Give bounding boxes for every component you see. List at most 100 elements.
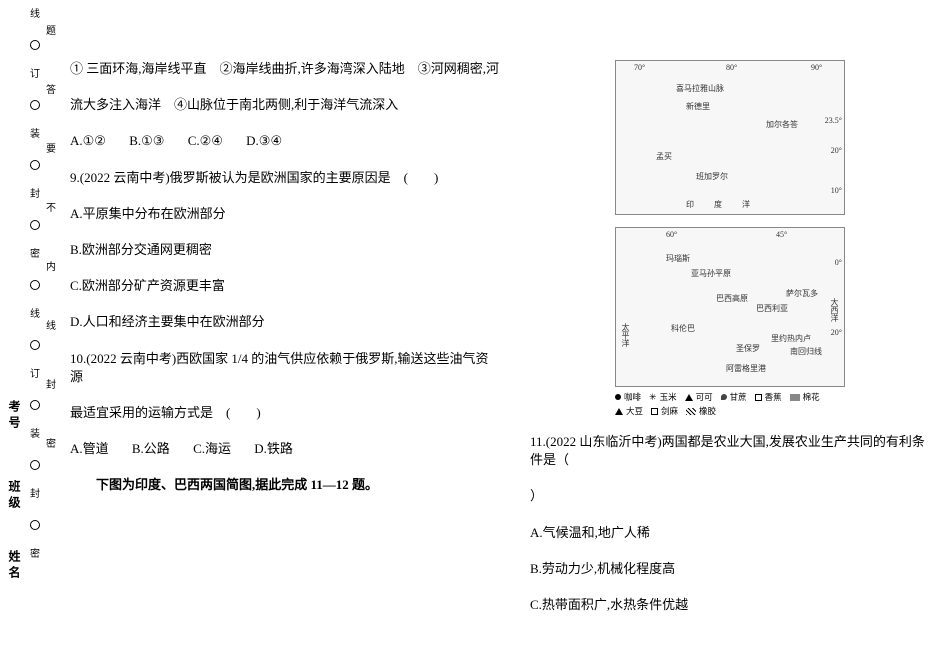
legend-label: 玉米	[660, 391, 677, 403]
margin-circle	[30, 400, 40, 410]
pre-line-2: 流大多注入海洋 ④山脉位于南北两侧,利于海洋气流深入	[70, 96, 500, 114]
triangle-icon	[685, 394, 693, 401]
outer-char: 线	[30, 10, 40, 20]
q10-b: B.公路	[132, 441, 170, 456]
map2-tropic: 南回归线	[790, 346, 822, 357]
legend-item: 大豆	[615, 405, 643, 417]
vertical-labels: 考号 班级 姓名	[6, 0, 24, 672]
india-map: 70° 80° 90° 喜马拉雅山脉 新德里 加尔各答 孟买 班加罗尔 印 度 …	[615, 60, 845, 215]
legend-label: 大豆	[626, 405, 643, 417]
inner-char: 答	[46, 81, 56, 96]
q11-opt-c: C.热带面积广,水热条件优越	[530, 596, 930, 614]
square-icon	[651, 408, 658, 415]
q9-opt-c: C.欧洲部分矿产资源更丰富	[70, 277, 500, 295]
legend-label: 橡胶	[699, 405, 716, 417]
legend-item: ✳玉米	[649, 391, 677, 403]
map1-lat2: 20°	[831, 146, 842, 155]
map2-amazon: 亚马孙平原	[691, 268, 731, 279]
legend-item: 剑麻	[651, 405, 678, 417]
map2-rio: 里约热内卢	[771, 333, 811, 344]
margin-circle	[30, 460, 40, 470]
legend-label: 甘蔗	[730, 391, 747, 403]
brazil-map: 60° 45° 玛瑙斯 亚马孙平原 巴西高原 巴西利亚 萨尔瓦多 里约热内卢 阿…	[615, 227, 845, 387]
binding-margin: 考号 班级 姓名 线 订 装 封 密 线 订 装 封 密 题 答 要 不 内 线…	[0, 0, 48, 672]
legend-label: 剑麻	[661, 405, 678, 417]
q11-stem2: ）	[530, 487, 930, 505]
q10-stem: 10.(2022 云南中考)西欧国家 1/4 的油气供应依赖于俄罗斯,输送这些油…	[70, 350, 500, 386]
choice-d: D.③④	[246, 133, 282, 148]
legend-item: 咖啡	[615, 391, 641, 403]
outer-char: 密	[30, 250, 40, 260]
legend-item: 香蕉	[755, 391, 782, 403]
outer-char: 装	[30, 430, 40, 440]
inner-char: 题	[46, 22, 56, 37]
map1-lon3: 90°	[811, 63, 822, 72]
vlabel-banji: 班级	[6, 480, 23, 512]
margin-circle	[30, 520, 40, 530]
map1-lon2: 80°	[726, 63, 737, 72]
inner-char: 不	[46, 199, 56, 214]
q10-c: C.海运	[193, 441, 231, 456]
inner-char: 内	[46, 258, 56, 273]
margin-circle	[30, 280, 40, 290]
star-icon: ✳	[649, 393, 657, 401]
q9-opt-a: A.平原集中分布在欧洲部分	[70, 205, 500, 223]
map2-pacific: 太平洋	[620, 323, 631, 347]
margin-circle	[30, 40, 40, 50]
bridge-text: 下图为印度、巴西两国简图,据此完成 11—12 题。	[70, 476, 500, 494]
outer-char: 密	[30, 550, 40, 560]
outer-char: 封	[30, 490, 40, 500]
map1-lat1: 23.5°	[825, 116, 842, 125]
legend-label: 香蕉	[765, 391, 782, 403]
map1-himalaya: 喜马拉雅山脉	[676, 83, 724, 94]
vlabel-xingming: 姓名	[6, 550, 23, 582]
inner-char: 密	[46, 435, 56, 450]
margin-outer-chars: 线 订 装 封 密 线 订 装 封 密	[28, 0, 42, 672]
legend-item: 可可	[685, 391, 713, 403]
map2-brasilia: 巴西利亚	[756, 303, 788, 314]
pre-choices: A.①② B.①③ C.②④ D.③④	[70, 132, 500, 150]
map2-lat20: 20°	[831, 328, 842, 337]
dot-icon	[615, 394, 621, 400]
vlabel-kaohao: 考号	[6, 400, 23, 432]
margin-inner-chars: 题 答 要 不 内 线 封 密	[44, 0, 58, 672]
map-legend: 咖啡 ✳玉米 可可 甘蔗 香蕉 棉花 大豆 剑麻 橡胶	[615, 391, 845, 417]
map2-corumba: 科伦巴	[671, 323, 695, 334]
outer-char: 线	[30, 310, 40, 320]
map2-manaus: 玛瑙斯	[666, 253, 690, 264]
q9-opt-b: B.欧洲部分交通网更稠密	[70, 241, 500, 259]
map1-delhi: 新德里	[686, 101, 710, 112]
map1-kolkata: 加尔各答	[766, 119, 798, 130]
inner-char: 线	[46, 317, 56, 332]
map2-atlantic: 大西洋	[829, 298, 840, 322]
q11-opt-a: A.气候温和,地广人稀	[530, 524, 930, 542]
q10-choices: A.管道 B.公路 C.海运 D.铁路	[70, 440, 500, 458]
left-column: ① 三面环海,海岸线平直 ②海岸线曲折,许多海湾深入陆地 ③河网稠密,河 流大多…	[70, 60, 500, 632]
map1-mumbai: 孟买	[656, 151, 672, 162]
inner-char: 要	[46, 140, 56, 155]
q9-opt-d: D.人口和经济主要集中在欧洲部分	[70, 313, 500, 331]
inner-char: 封	[46, 376, 56, 391]
q10-stem2: 最适宜采用的运输方式是 ( )	[70, 404, 500, 422]
q10-a: A.管道	[70, 441, 109, 456]
legend-label: 咖啡	[624, 391, 641, 403]
square-icon	[755, 394, 762, 401]
map2-lat0: 0°	[835, 258, 842, 267]
choice-a: A.①②	[70, 133, 106, 148]
q11-stem: 11.(2022 山东临沂中考)两国都是农业大国,发展农业生产共同的有利条件是（	[530, 433, 930, 469]
margin-circle	[30, 220, 40, 230]
choice-b: B.①③	[129, 133, 164, 148]
pattern-icon	[686, 408, 696, 415]
legend-label: 可可	[696, 391, 713, 403]
pre-line-1: ① 三面环海,海岸线平直 ②海岸线曲折,许多海湾深入陆地 ③河网稠密,河	[70, 60, 500, 78]
outer-char: 订	[30, 70, 40, 80]
margin-circle	[30, 340, 40, 350]
map2-alegre: 阿雷格里港	[726, 363, 766, 374]
outer-char: 订	[30, 370, 40, 380]
choice-c: C.②④	[188, 133, 223, 148]
map2-plateau: 巴西高原	[716, 293, 748, 304]
map2-lon1: 60°	[666, 230, 677, 239]
legend-label: 棉花	[803, 391, 820, 403]
map2-salvador: 萨尔瓦多	[786, 288, 818, 299]
margin-circle	[30, 100, 40, 110]
